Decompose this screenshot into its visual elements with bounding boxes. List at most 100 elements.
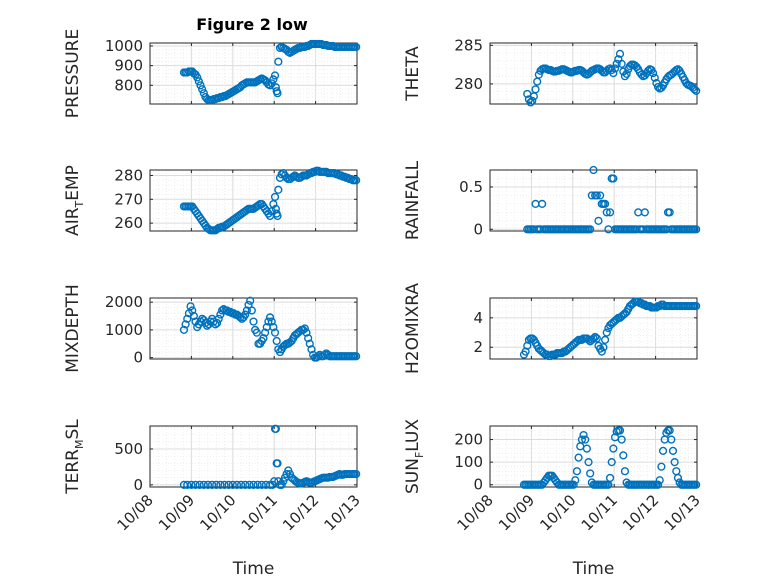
data-point [241,310,250,319]
y-tick-label: 4 [473,309,483,327]
data-point [528,96,537,106]
data-point [220,480,229,489]
data-point [352,352,361,361]
data-point [610,64,620,73]
data-point [257,480,266,489]
data-point [649,69,658,78]
data-point [199,89,208,98]
data-point [260,328,270,337]
x-tick-label: 10/08 [114,491,157,534]
data-point [300,324,309,333]
x-tick-label: 10/08 [454,491,497,534]
data-point [597,347,606,356]
data-point [569,480,578,489]
data-point [181,320,190,329]
data-point [594,216,603,225]
x-tick-label: 10/10 [196,491,239,534]
data-point [352,469,361,479]
y-axis-label: TERRMSL [63,419,86,495]
x-tick-label: 10/09 [495,491,538,534]
axes-box [489,42,698,105]
x-tick-label: 10/13 [321,491,364,534]
data-point [246,296,255,305]
y-tick-label: 900 [114,57,143,75]
data-point [615,49,625,58]
data-point [252,328,261,337]
axes-box [149,425,358,488]
y-tick-label: 280 [114,166,143,184]
data-point [609,444,618,453]
data-point [193,73,202,82]
data-point [203,480,213,489]
data-point [617,435,626,444]
data-point [571,476,580,485]
data-point [605,473,615,483]
data-point [582,444,591,453]
y-tick-label: 285 [454,36,483,54]
data-point [622,69,631,78]
data-point [189,311,198,321]
data-point [605,208,615,217]
data-point [586,225,595,234]
data-point [271,424,280,433]
data-point [581,435,590,444]
y-axis-label: SUNFLUX [403,419,426,494]
y-axis-label: H2OMIXRA [403,283,423,374]
data-point [602,208,611,217]
data-point [273,459,282,468]
y-tick-label: 1000 [105,321,143,339]
data-point [577,435,587,444]
y-axis-label: PRESSURE [63,29,83,118]
data-point [599,343,608,352]
data-point [191,480,200,489]
y-axis-label: AIRTEMP [63,165,86,236]
data-point [274,57,283,66]
data-point [272,336,281,346]
data-point [270,192,280,202]
data-point [269,323,278,332]
data-point [264,317,273,326]
data-point [214,314,223,323]
data-point [242,306,251,315]
data-point [574,453,583,462]
subplot: 2 4 H2OMIXRA [403,283,701,374]
data-point [249,480,258,489]
data-point [596,191,605,200]
y-tick-label: 0 [133,476,143,494]
data-point [650,73,659,82]
data-point [352,176,361,185]
subplot: 0 0.5 RAINFALL [403,160,701,240]
y-axis-label: THETA [403,46,423,102]
axes-box [149,297,358,360]
data-point [273,89,282,98]
subplot: 0 500 TERRMSL 10/0810/0910/1010/1110/1210/1… [63,419,364,579]
x-tick-label: 10/11 [238,491,281,534]
subplot: 0 1000 2000 MIXDEPTH [63,284,361,373]
data-point [692,86,701,95]
y-tick-label: 0.5 [459,178,483,196]
data-point [183,480,192,489]
data-point [179,325,189,334]
data-point [273,211,282,221]
data-point [665,426,674,435]
data-point [600,335,610,344]
data-point [692,301,701,311]
data-point [640,208,649,217]
data-point [183,314,192,323]
data-point [247,306,256,315]
y-tick-label: 500 [114,440,143,458]
y-tick-label: 260 [114,214,143,232]
data-point [245,480,254,489]
data-point [619,451,628,460]
data-point [572,467,582,476]
y-tick-label: 0 [473,220,483,238]
axes-box [149,169,358,232]
data-point [670,458,679,467]
data-point [531,85,540,94]
data-point [600,199,610,208]
data-point [658,446,668,455]
data-point [609,174,618,183]
data-point [188,306,197,315]
